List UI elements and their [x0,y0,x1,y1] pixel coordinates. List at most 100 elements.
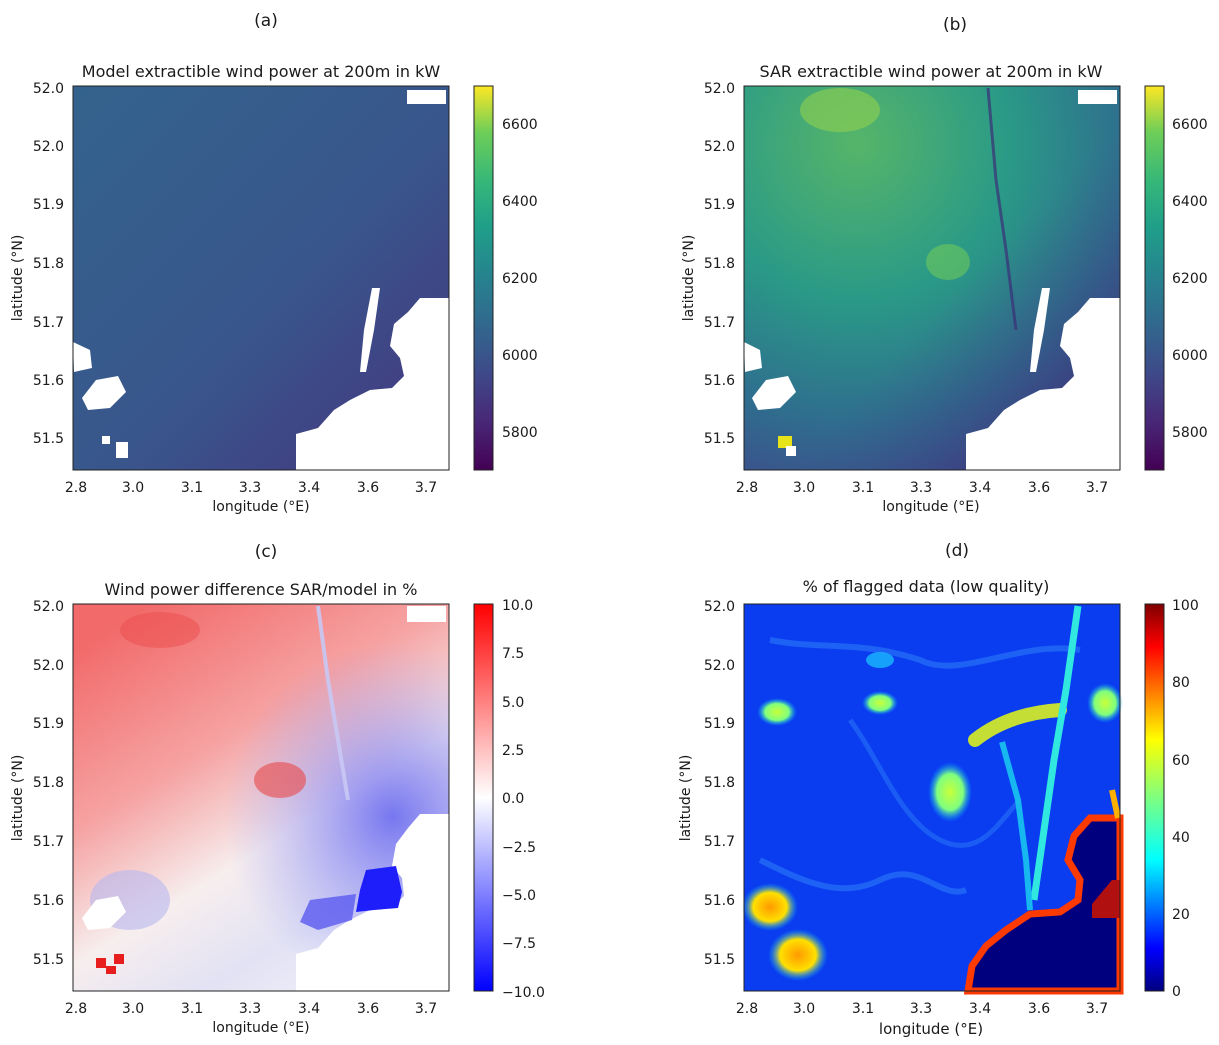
colorbar-gradient [1144,85,1165,471]
y-tick-label: 51.6 [33,893,64,909]
y-tick-label: 51.5 [704,431,735,447]
land-mask [102,436,110,444]
y-tick-label-group: 52.0 52.0 51.9 51.8 51.7 51.6 51.5 [704,599,735,968]
y-tick-label: 51.9 [33,716,64,732]
y-tick-label: 51.6 [704,893,735,909]
colorbar-tick-label: 0.0 [502,791,524,807]
y-tick-label: 52.0 [33,658,64,674]
x-tick-label: 3.6 [1028,480,1050,496]
heatmap-hotspot [300,894,356,930]
x-tick-label: 3.6 [357,480,379,496]
ship-track [316,605,350,801]
colorbar-tick-label: −5.0 [502,888,536,904]
land-mask [440,384,449,394]
colorbar-tick-group: 10.0 7.5 5.0 2.5 0.0 −2.5 −5.0 −7.5 −10.… [502,598,545,1001]
heatmap-hotspot [768,929,828,981]
x-tick-label: 3.7 [1086,1001,1108,1017]
x-axis: 2.8 3.0 3.1 3.3 3.4 3.6 3.7 longitude (°… [736,480,1108,515]
heatmap-hotspot [120,612,200,648]
x-axis: 2.8 3.0 3.1 3.3 3.4 3.6 3.7 longitude (°… [65,1001,437,1036]
colorbar-gradient [1144,603,1165,992]
colorbar-tick-label: 20 [1172,907,1190,923]
y-tick-label: 51.8 [33,256,64,272]
x-tick-label: 2.8 [65,1001,87,1017]
colorbar: 6600 6400 6200 6000 5800 [1144,85,1208,471]
x-tick-label: 3.0 [122,1001,144,1017]
colorbar-tick-label: 6400 [1172,194,1208,210]
colorbar-tick-label: 6200 [502,271,538,287]
heatmap-hotspot [800,88,880,132]
panel-a: (a) Model extractible wind power at 200m… [10,11,538,515]
panel-d: (d) % of flagged data (low quality) [678,541,1199,1038]
y-tick-label: 52.0 [33,139,64,155]
x-tick-label: 2.8 [736,480,758,496]
y-tick-label: 51.6 [704,373,735,389]
colorbar-tick-label: 6400 [502,194,538,210]
colorbar: 6600 6400 6200 6000 5800 [473,85,538,471]
colorbar-tick-label: −10.0 [502,985,545,1001]
ship-track [986,87,1018,331]
y-tick-label: 51.6 [33,373,64,389]
colorbar-gradient [473,603,494,992]
y-tick-label-group: 52.0 52.0 51.9 51.8 51.7 51.6 51.5 [33,599,64,968]
colorbar-tick-label: 6000 [502,348,538,364]
heatmap-hotspot [778,436,792,448]
colorbar: 100 80 60 40 20 0 [1144,598,1199,1000]
colorbar: 10.0 7.5 5.0 2.5 0.0 −2.5 −5.0 −7.5 −10.… [473,598,545,1001]
y-axis-label: latitude (°N) [681,235,697,322]
y-axis-label: latitude (°N) [678,755,694,842]
ship-track [1030,605,1082,901]
y-tick-label: 51.9 [704,716,735,732]
x-tick-label: 3.3 [239,480,261,496]
colorbar-gradient [473,85,494,471]
y-axis-label: latitude (°N) [10,755,26,842]
colorbar-tick-group: 6600 6400 6200 6000 5800 [502,117,538,441]
land-mask [407,606,446,622]
colorbar-tick-label: 60 [1172,753,1190,769]
plot-frame [743,603,1121,992]
y-tick-label: 51.5 [33,952,64,968]
x-tick-label: 3.0 [122,480,144,496]
y-tick-label-group: 52.0 52.0 51.9 51.8 51.7 51.6 51.5 [33,81,64,447]
land-mask [786,446,796,456]
land-mask [82,896,126,930]
heatmap-ridge [769,637,1081,669]
x-tick-label: 3.4 [969,480,991,496]
colorbar-tick-label: 2.5 [502,743,524,759]
heatmap-area [742,603,1124,995]
y-tick-label: 51.9 [33,197,64,213]
heatmap-hotspot [254,762,306,798]
x-tick-label: 3.3 [910,480,932,496]
colorbar-tick-label: 7.5 [502,646,524,662]
colorbar-tick-label: 0 [1172,984,1181,1000]
y-tick-label: 51.9 [704,197,735,213]
x-tick-label: 3.1 [181,480,203,496]
x-tick-label: 3.4 [298,1001,320,1017]
land-mask [752,376,796,410]
land-mask [1110,384,1120,394]
chart-title: SAR extractible wind power at 200m in kW [760,62,1103,81]
x-tick-label-group: 2.8 3.0 3.1 3.3 3.4 3.6 3.7 [65,480,437,496]
x-tick-label-group: 2.8 3.0 3.1 3.3 3.4 3.6 3.7 [736,1001,1108,1017]
heatmap-hotspot [114,954,124,964]
y-axis: latitude (°N) 52.0 52.0 51.9 51.8 51.7 5… [681,81,735,447]
colorbar-tick-label: 6000 [1172,348,1208,364]
y-tick-label: 51.8 [704,256,735,272]
ship-track [999,741,1033,911]
land-mask [1078,90,1117,104]
x-tick-label: 3.0 [793,1001,815,1017]
heatmap-ridge [968,703,1067,747]
heatmap-area [72,603,450,992]
land-mask [966,298,1120,470]
x-axis-label: longitude (°E) [882,499,979,515]
x-tick-label: 3.7 [415,480,437,496]
heatmap-ridge [847,718,1022,848]
plot-frame [72,85,450,471]
x-tick-label: 3.1 [181,1001,203,1017]
x-tick-label: 3.6 [1028,1001,1050,1017]
y-tick-label: 52.0 [33,81,64,97]
heatmap-hotspot [926,244,970,280]
colorbar-tick-label: 6600 [1172,117,1208,133]
y-tick-label: 51.5 [33,431,64,447]
